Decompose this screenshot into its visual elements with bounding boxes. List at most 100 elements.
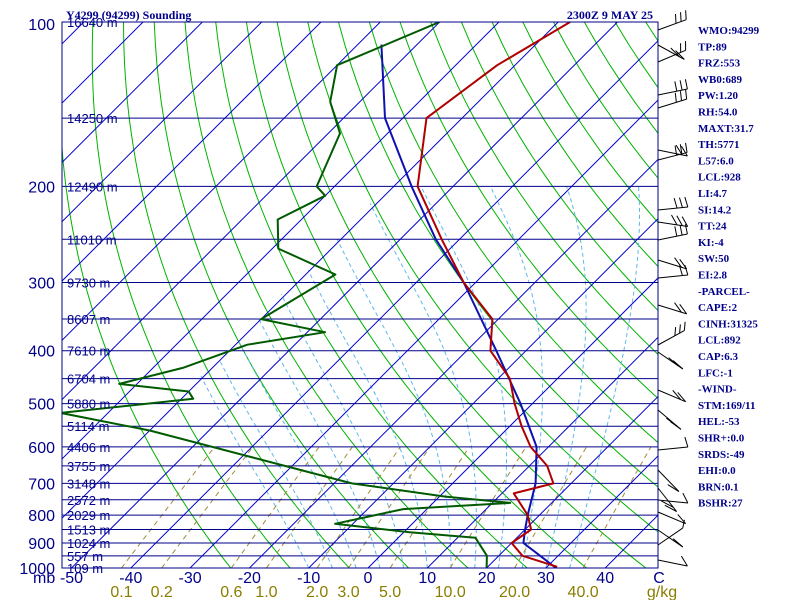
index-item: SI:14.2: [698, 204, 732, 216]
moist-adiabat-line: [258, 318, 381, 568]
wind-barb-feather: [674, 92, 677, 103]
valid-time: 2300Z 9 MAY 25: [567, 8, 653, 22]
wind-barb: [657, 259, 687, 270]
wind-barb: [657, 19, 687, 31]
index-item: CAP:6.3: [698, 351, 739, 363]
isotherm-line: [62, 22, 382, 342]
wind-barb-feather: [674, 145, 678, 156]
mixing-ratio-tick: 0.2: [151, 584, 173, 600]
height-label: 3148 m: [67, 476, 110, 491]
height-label: 5114 m: [67, 419, 109, 434]
wind-barb: [657, 274, 688, 279]
temperature-tick: 20: [478, 570, 496, 587]
wind-barb-feather: [670, 47, 680, 58]
pressure-tick: 1000: [19, 561, 55, 578]
index-item: HEL:-53: [698, 416, 740, 428]
index-item: LCL:892: [698, 335, 741, 347]
isotherm-line: [130, 40, 658, 568]
temperature-tick: -30: [179, 570, 202, 587]
mixing-ratio-tick: 0.1: [110, 584, 132, 600]
dewpoint-trace: [62, 22, 512, 568]
index-item: TP:89: [698, 41, 727, 53]
isotherm-line: [189, 99, 658, 568]
mixing-ratio-tick: g/kg: [647, 584, 677, 600]
wind-barb-feather: [684, 264, 689, 276]
wind-barb: [657, 44, 685, 60]
wind-barb-feather: [677, 392, 687, 403]
wind-barb-feather: [679, 324, 681, 334]
wind-barb: [657, 446, 688, 451]
wind-barb: [657, 351, 684, 370]
index-item: CINH:31325: [698, 318, 758, 330]
wind-barb-feather: [674, 226, 678, 237]
isotherm-line: [62, 22, 500, 460]
height-label: 1024 m: [67, 536, 110, 551]
isotherm-line: [0, 10, 37, 580]
wind-barb-feather: [678, 265, 683, 276]
isotherm-lines: [0, 10, 658, 580]
wind-barb-feather: [679, 304, 688, 315]
isotherm-line: [62, 22, 322, 282]
wind-barb: [657, 152, 688, 161]
wind-barbs: [657, 10, 689, 567]
isotherm-line: [70, 22, 619, 568]
plot-background: [62, 22, 658, 568]
wind-barb-feather: [664, 504, 677, 512]
wind-barb-feather: [668, 357, 679, 367]
isotherm-line: [545, 455, 658, 568]
index-item: STM:169/11: [698, 400, 755, 412]
wind-barb-feather: [678, 197, 683, 208]
temperature-tick: -10: [297, 570, 320, 587]
wind-barb-feather: [661, 500, 674, 508]
wind-barb: [657, 469, 680, 492]
wind-barb-feather: [674, 13, 677, 24]
pressure-tick: 400: [28, 344, 55, 361]
height-labels: 16640 m 14250 m 12490 m 11010 m 9730 m 8607 m…: [67, 15, 118, 576]
wind-barb-feather: [679, 91, 682, 101]
index-item: WMO:94299: [698, 25, 760, 37]
height-label: 9730 m: [67, 276, 110, 291]
index-item: LI:4.7: [698, 188, 728, 200]
parcel-line: [380, 44, 557, 568]
pressure-tick: 800: [28, 508, 55, 525]
wind-barb-feather: [671, 214, 678, 226]
mixing-ratio-tick: 40.0: [568, 584, 599, 600]
wind-barb: [657, 88, 688, 96]
index-item: SRDS:-49: [698, 449, 745, 461]
index-item: -WIND-: [698, 384, 737, 396]
pressure-tick: 100: [28, 17, 55, 34]
height-label: 6704 m: [67, 372, 110, 387]
wind-barb-feather: [680, 555, 688, 567]
mixing-ratio-line: [449, 446, 527, 568]
indices-panel: WMO:94299 TP:89 FRZ:553 WB0:689 PW:1.20 RH:54…: [698, 25, 760, 510]
wind-barb-feather: [666, 417, 678, 427]
wind-barb-feather: [684, 436, 689, 448]
wind-barb-feather: [675, 50, 685, 60]
index-item: CAPE:2: [698, 302, 738, 314]
index-item: BRN:0.1: [698, 481, 739, 493]
isotherm-line: [426, 336, 658, 568]
temperature-line: [416, 22, 571, 568]
pressure-unit-label: mb: [33, 570, 55, 587]
isotherm-line: [367, 277, 658, 568]
height-label: 4406 m: [67, 440, 110, 455]
height-label: 14250 m: [67, 111, 118, 126]
mixing-ratio-tick: 1.0: [255, 584, 277, 600]
dewpoint-line: [62, 22, 512, 568]
dry-adiabat-line: [769, 22, 800, 568]
wind-barb-feather: [667, 484, 680, 492]
wind-barb-feather: [684, 224, 688, 235]
temperature-tick: 10: [418, 570, 436, 587]
moist-adiabat-line: [369, 203, 477, 568]
wind-barb: [657, 499, 688, 504]
wind-barb-feather: [683, 321, 686, 331]
wind-barb-feather: [680, 12, 682, 22]
wind-barb-feather: [682, 492, 689, 504]
height-label: 12490 m: [67, 179, 118, 194]
pressure-tick-labels: 100 200 300 400 500 600 700 800 900 1000: [19, 17, 55, 578]
height-label: 1513 m: [67, 522, 110, 537]
parcel-trace: [380, 44, 557, 568]
index-item: -PARCEL-: [698, 286, 750, 298]
index-item: BSHR:27: [698, 498, 743, 510]
